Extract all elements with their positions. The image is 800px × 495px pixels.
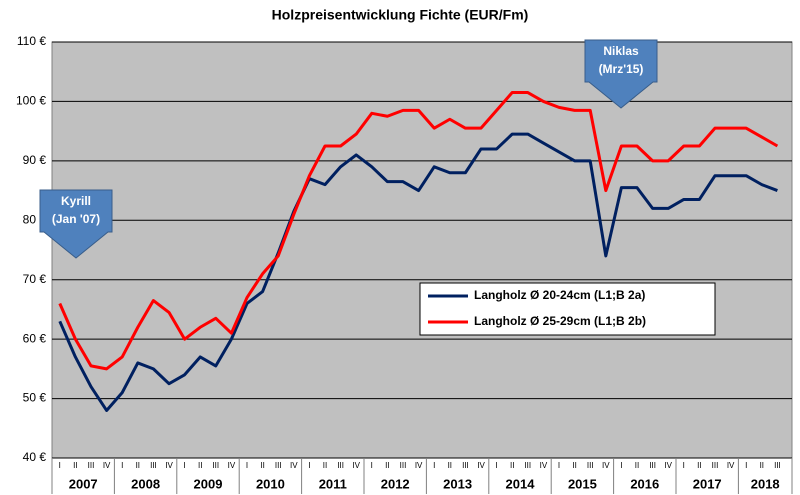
x-tick-label: III: [462, 461, 469, 470]
x-tick-label: II: [760, 461, 764, 470]
data-line: [58, 91, 779, 371]
year-label: 2015: [568, 476, 597, 491]
y-tick-label: 70 €: [23, 272, 47, 286]
callout: [39, 189, 113, 259]
callout-text: (Mrz'15): [599, 62, 644, 76]
year-label: 2011: [319, 476, 347, 491]
legend-label: Langholz Ø 25-29cm (L1;B 2b): [474, 314, 646, 328]
x-tick-label: II: [635, 461, 639, 470]
x-tick-label: IV: [727, 461, 735, 470]
x-tick-label: I: [183, 461, 185, 470]
legend-label: Langholz Ø 20-24cm (L1;B 2a): [474, 288, 645, 302]
chart-title: Holzpreisentwicklung Fichte (EUR/Fm): [272, 7, 529, 23]
x-tick-label: I: [495, 461, 497, 470]
y-tick-label: 60 €: [23, 331, 47, 345]
callout: [584, 39, 658, 109]
x-tick-label: III: [400, 461, 407, 470]
year-label: 2018: [751, 476, 780, 491]
callout-text: Niklas: [603, 44, 639, 58]
year-label: 2010: [256, 476, 285, 491]
x-tick-label: IV: [352, 461, 360, 470]
x-tick-label: II: [73, 461, 77, 470]
year-label: 2008: [131, 476, 160, 491]
x-tick-label: II: [136, 461, 140, 470]
x-tick-label: IV: [165, 461, 173, 470]
y-tick-label: 100 €: [16, 94, 46, 108]
x-tick-label: I: [433, 461, 435, 470]
callout-text: (Jan '07): [52, 212, 100, 226]
x-tick-label: II: [385, 461, 389, 470]
x-tick-label: IV: [103, 461, 111, 470]
year-label: 2009: [194, 476, 223, 491]
x-tick-label: III: [587, 461, 594, 470]
year-label: 2013: [443, 476, 472, 491]
x-tick-label: IV: [477, 461, 485, 470]
y-tick-label: 90 €: [23, 153, 47, 167]
plot-area: [51, 41, 793, 459]
year-label: 2017: [693, 476, 722, 491]
x-tick-label: I: [558, 461, 560, 470]
x-tick-label: IV: [602, 461, 610, 470]
x-tick-label: IV: [290, 461, 298, 470]
x-tick-label: II: [260, 461, 264, 470]
x-tick-label: IV: [664, 461, 672, 470]
x-tick-label: I: [59, 461, 61, 470]
data-line: [58, 132, 778, 412]
x-tick-label: I: [121, 461, 123, 470]
x-tick-label: II: [510, 461, 514, 470]
year-label: 2016: [630, 476, 659, 491]
legend-box: [419, 282, 716, 336]
x-tick-label: II: [572, 461, 576, 470]
x-tick-label: I: [308, 461, 310, 470]
y-tick-label: 110 €: [17, 34, 46, 48]
x-tick-label: I: [371, 461, 373, 470]
x-tick-label: II: [323, 461, 327, 470]
x-tick-label: II: [198, 461, 202, 470]
x-tick-label: III: [337, 461, 344, 470]
x-tick-label: I: [683, 461, 685, 470]
x-tick-label: II: [697, 461, 701, 470]
x-tick-label: III: [150, 461, 157, 470]
x-tick-label: III: [712, 461, 719, 470]
x-tick-label: I: [745, 461, 747, 470]
x-tick-label: IV: [415, 461, 423, 470]
x-tick-label: III: [649, 461, 656, 470]
y-tick-label: 50 €: [23, 391, 47, 405]
x-tick-label: III: [774, 461, 781, 470]
year-label: 2007: [69, 476, 98, 491]
x-tick-label: III: [524, 461, 531, 470]
x-tick-label: IV: [540, 461, 548, 470]
x-tick-label: III: [212, 461, 219, 470]
x-tick-label: I: [246, 461, 248, 470]
x-tick-label: I: [620, 461, 622, 470]
year-label: 2014: [506, 476, 536, 491]
x-tick-label: III: [88, 461, 95, 470]
y-tick-label: 40 €: [23, 450, 47, 464]
x-tick-label: III: [275, 461, 282, 470]
year-label: 2012: [381, 476, 410, 491]
x-tick-label: IV: [228, 461, 236, 470]
callout-text: Kyrill: [61, 194, 91, 208]
x-tick-label: II: [448, 461, 452, 470]
